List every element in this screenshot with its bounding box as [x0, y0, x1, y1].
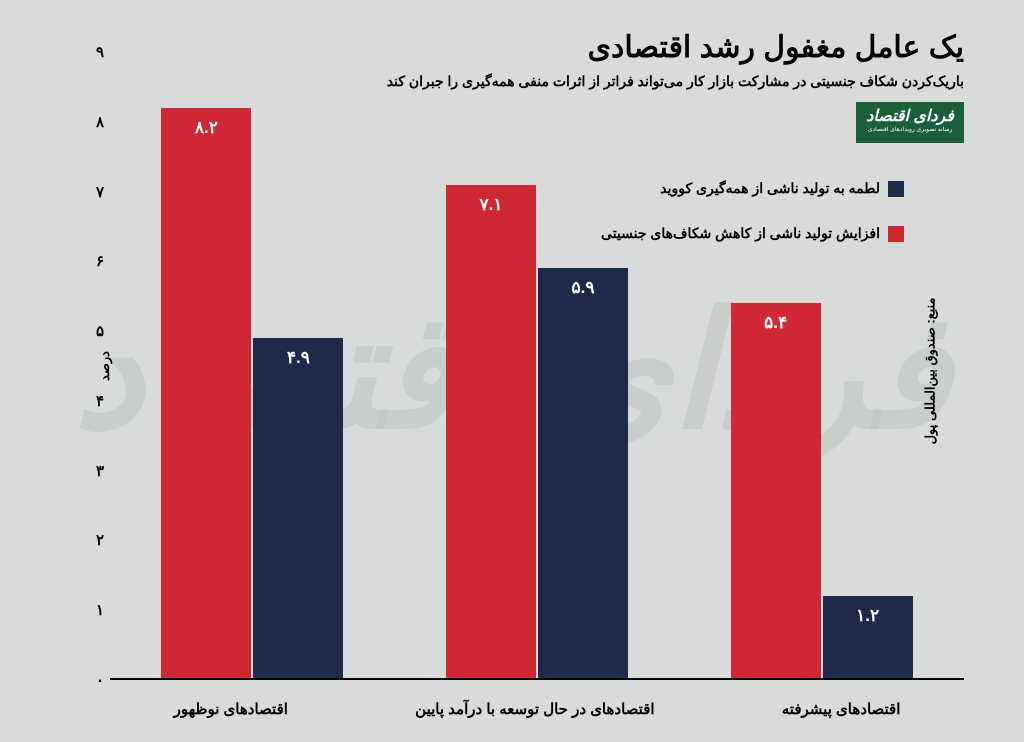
y-tick: ۱ — [96, 601, 104, 619]
bar: ۴.۹ — [253, 338, 343, 680]
bar-groups: ۱.۲ ۵.۴ ۵.۹ ۷.۱ ۴.۹ ۸.۲ — [110, 52, 964, 680]
x-tick-label: اقتصادهای پیشرفته — [782, 700, 901, 718]
bar: ۸.۲ — [161, 108, 251, 680]
y-tick: ۳ — [96, 462, 104, 480]
bar-value-label: ۵.۹ — [538, 278, 628, 298]
bar: ۵.۹ — [538, 268, 628, 680]
x-tick-label: اقتصادهای نوظهور — [174, 700, 288, 718]
chart-container: یک عامل مغفول رشد اقتصادی باریک‌کردن شکا… — [0, 0, 1024, 742]
x-axis-baseline — [110, 678, 964, 680]
bar-value-label: ۵.۴ — [731, 313, 821, 333]
y-tick: ۴ — [96, 392, 104, 410]
y-axis: ۰۱۲۳۴۵۶۷۸۹ — [64, 52, 104, 680]
bar-group: ۵.۹ ۷.۱ — [446, 185, 628, 680]
y-tick: ۰ — [96, 671, 104, 689]
y-tick: ۸ — [96, 113, 104, 131]
y-tick: ۷ — [96, 183, 104, 201]
y-tick: ۶ — [96, 252, 104, 270]
bar-group: ۱.۲ ۵.۴ — [731, 303, 913, 680]
y-tick: ۵ — [96, 322, 104, 340]
bar-value-label: ۷.۱ — [446, 195, 536, 215]
bar-value-label: ۴.۹ — [253, 348, 343, 368]
bar: ۱.۲ — [823, 596, 913, 680]
plot-area: درصد ۰۱۲۳۴۵۶۷۸۹ ۱.۲۵.۴۵.۹۷.۱۴.۹۸.۲ — [110, 52, 964, 680]
source-citation: منبع: صندوق بین‌المللی پول — [923, 298, 939, 445]
bar-value-label: ۱.۲ — [823, 606, 913, 626]
bar-value-label: ۸.۲ — [161, 118, 251, 138]
bar: ۵.۴ — [731, 303, 821, 680]
bar: ۷.۱ — [446, 185, 536, 680]
x-tick-label: اقتصادهای در حال توسعه با درآمد پایین — [415, 700, 654, 718]
bar-group: ۴.۹ ۸.۲ — [161, 108, 343, 680]
x-axis-labels: اقتصادهای پیشرفته اقتصادهای در حال توسعه … — [110, 700, 964, 718]
y-tick: ۲ — [96, 531, 104, 549]
y-tick: ۹ — [96, 43, 104, 61]
